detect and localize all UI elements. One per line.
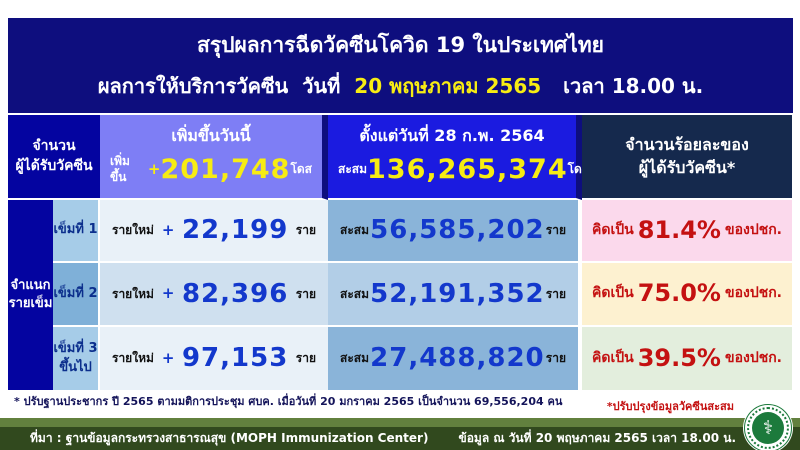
dose-2-new-line: รายใหม่ + 82,396 ราย [100,276,328,312]
percent-header-line2: ผู้ได้รับวัคซีน* [638,157,736,177]
dose-2-percent-value: 75.0% [637,279,721,308]
new-label: รายใหม่ [112,223,154,238]
percent-unit: ของปชก. [725,285,782,302]
daily-total-label: เพิ่มขึ้น [110,153,130,185]
classification-line2: รายเข็ม [8,296,53,311]
moph-seal-icon: ⚕ [744,404,792,450]
percent-label: คิดเป็น [592,221,634,238]
dose-2-cumulative-cell: สะสม 52,191,352 ราย [328,263,582,327]
dose-3-percent-cell: คิดเป็น 39.5% ของปชก. [582,327,792,390]
report-subtitle: ผลการให้บริการวัคซีน วันที่ 20 พฤษภาคม 2… [98,73,703,100]
dose-1-percent-value: 81.4% [637,215,721,244]
daily-total-value: 201,748 [160,153,291,185]
plus-sign: + [161,284,175,303]
classification-line1: จำแนก [10,277,51,293]
dose-3-new-value: 97,153 [181,343,289,374]
person-unit: ราย [295,286,316,301]
dose-3-cumulative-line: สะสม 27,488,820 ราย [328,340,578,376]
dose-2-percent-cell: คิดเป็น 75.0% ของปชก. [582,263,792,327]
person-unit: ราย [295,223,316,238]
dose-1-percent-line: คิดเป็น 81.4% ของปชก. [582,214,792,248]
dose-3-percent-line: คิดเป็น 39.5% ของปชก. [582,342,792,376]
dose-1-cumulative-value: 56,585,202 [370,215,545,246]
dose-2-label-text: เข็มที่ 2 [53,285,98,301]
plus-sign: + [161,220,175,239]
population-footnote: * ปรับฐานประชากร ปี 2565 ตามมติการประชุม… [14,395,563,408]
subtitle-prefix: ผลการให้บริการวัคซีน [97,73,289,98]
data-update-note: *ปรับปรุงข้อมูลวัคซีนสะสม [606,400,734,413]
dose-1-cumulative-cell: สะสม 56,585,202 ราย [328,200,582,263]
dose-3-new-cell: รายใหม่ + 97,153 ราย [100,327,328,390]
percent-header-cell: จำนวนร้อยละของ ผู้ได้รับวัคซีน* [582,115,792,200]
daily-total-line: เพิ่มขึ้น + 201,748 โดส [100,151,322,189]
caduceus-icon: ⚕ [747,407,789,449]
dose-3-label-text2: ขึ้นไป [59,359,92,375]
data-as-of: ข้อมูล ณ วันที่ 20 พฤษภาคม 2565 เวลา 18.… [458,431,737,445]
cumulative-label: สะสม [340,286,370,301]
daily-header-cell: เพิ่มขึ้นวันนี้ เพิ่มขึ้น + 201,748 โดส [100,115,328,200]
cumulative-header-title: ตั้งแต่วันที่ 28 ก.พ. 2564 [359,125,545,145]
data-source: ที่มา : ฐานข้อมูลกระทรวงสาธารณสุข (MOPH … [30,431,429,445]
person-unit: ราย [545,223,566,238]
percent-label: คิดเป็น [592,285,634,302]
classification-cell: จำแนก รายเข็ม [8,200,53,390]
recipients-header-line2: ผู้ได้รับวัคซีน [15,157,93,174]
percent-unit: ของปชก. [725,349,782,366]
cumulative-total-label: สะสม [338,162,368,177]
recipients-header-cell: จำนวน ผู้ได้รับวัคซีน [8,115,100,200]
recipients-header-line1: จำนวน [32,137,76,154]
dose-3-percent-value: 39.5% [637,343,721,372]
page-title: สรุปผลการฉีดวัคซีนโควิด 19 ในประเทศไทย [197,33,604,58]
dose-3-new-line: รายใหม่ + 97,153 ราย [100,340,328,376]
dose-1-percent-cell: คิดเป็น 81.4% ของปชก. [582,200,792,263]
dose-3-label: เข็มที่ 3 ขึ้นไป [53,327,100,390]
dose-2-label: เข็มที่ 2 [53,263,100,327]
dose-3-cumulative-cell: สะสม 27,488,820 ราย [328,327,582,390]
dose-1-label-text: เข็มที่ 1 [53,222,98,238]
dose-2-cumulative-value: 52,191,352 [370,278,545,309]
dose-1-new-value: 22,199 [181,215,289,246]
dose-1-cumulative-line: สะสม 56,585,202 ราย [328,212,578,248]
dose-2-new-cell: รายใหม่ + 82,396 ราย [100,263,328,327]
dose-2-new-value: 82,396 [181,278,289,309]
dose-2-cumulative-line: สะสม 52,191,352 ราย [328,276,578,312]
new-label: รายใหม่ [112,286,154,301]
dose-1-new-cell: รายใหม่ + 22,199 ราย [100,200,328,263]
cumulative-total-value: 136,265,374 [367,153,568,185]
dose-2-percent-line: คิดเป็น 75.0% ของปชก. [582,277,792,311]
subtitle-date-label: วันที่ [302,73,341,98]
dose-3-cumulative-value: 27,488,820 [370,343,545,374]
footer-bar: ที่มา : ฐานข้อมูลกระทรวงสาธารณสุข (MOPH … [0,427,800,450]
summary-table: จำนวน ผู้ได้รับวัคซีน เพิ่มขึ้นวันนี้ เพ… [8,115,792,390]
footer-accent-strip [0,418,800,427]
percent-header-line1: จำนวนร้อยละของ [625,135,749,155]
person-unit: ราย [545,351,566,366]
new-label: รายใหม่ [112,351,154,366]
person-unit: ราย [295,351,316,366]
cumulative-total-line: สะสม 136,265,374 โดส [328,151,589,189]
percent-label: คิดเป็น [592,349,634,366]
daily-header-title: เพิ่มขึ้นวันนี้ [171,125,251,145]
daily-total-unit: โดส [290,162,312,177]
report-date: 20 พฤษภาคม 2565 [354,73,542,98]
dose-1-new-line: รายใหม่ + 22,199 ราย [100,212,328,248]
report-time: เวลา 18.00 น. [563,73,704,98]
cumulative-label: สะสม [340,351,370,366]
person-unit: ราย [545,286,566,301]
plus-sign: + [147,159,161,178]
cumulative-header-cell: ตั้งแต่วันที่ 28 ก.พ. 2564 สะสม 136,265,… [328,115,589,200]
plus-sign: + [161,348,175,367]
percent-unit: ของปชก. [725,221,782,238]
cumulative-label: สะสม [340,223,370,238]
dose-1-label: เข็มที่ 1 [53,200,100,263]
dose-3-label-text: เข็มที่ 3 [53,341,98,357]
report-header: สรุปผลการฉีดวัคซีนโควิด 19 ในประเทศไทย ผ… [8,18,793,113]
